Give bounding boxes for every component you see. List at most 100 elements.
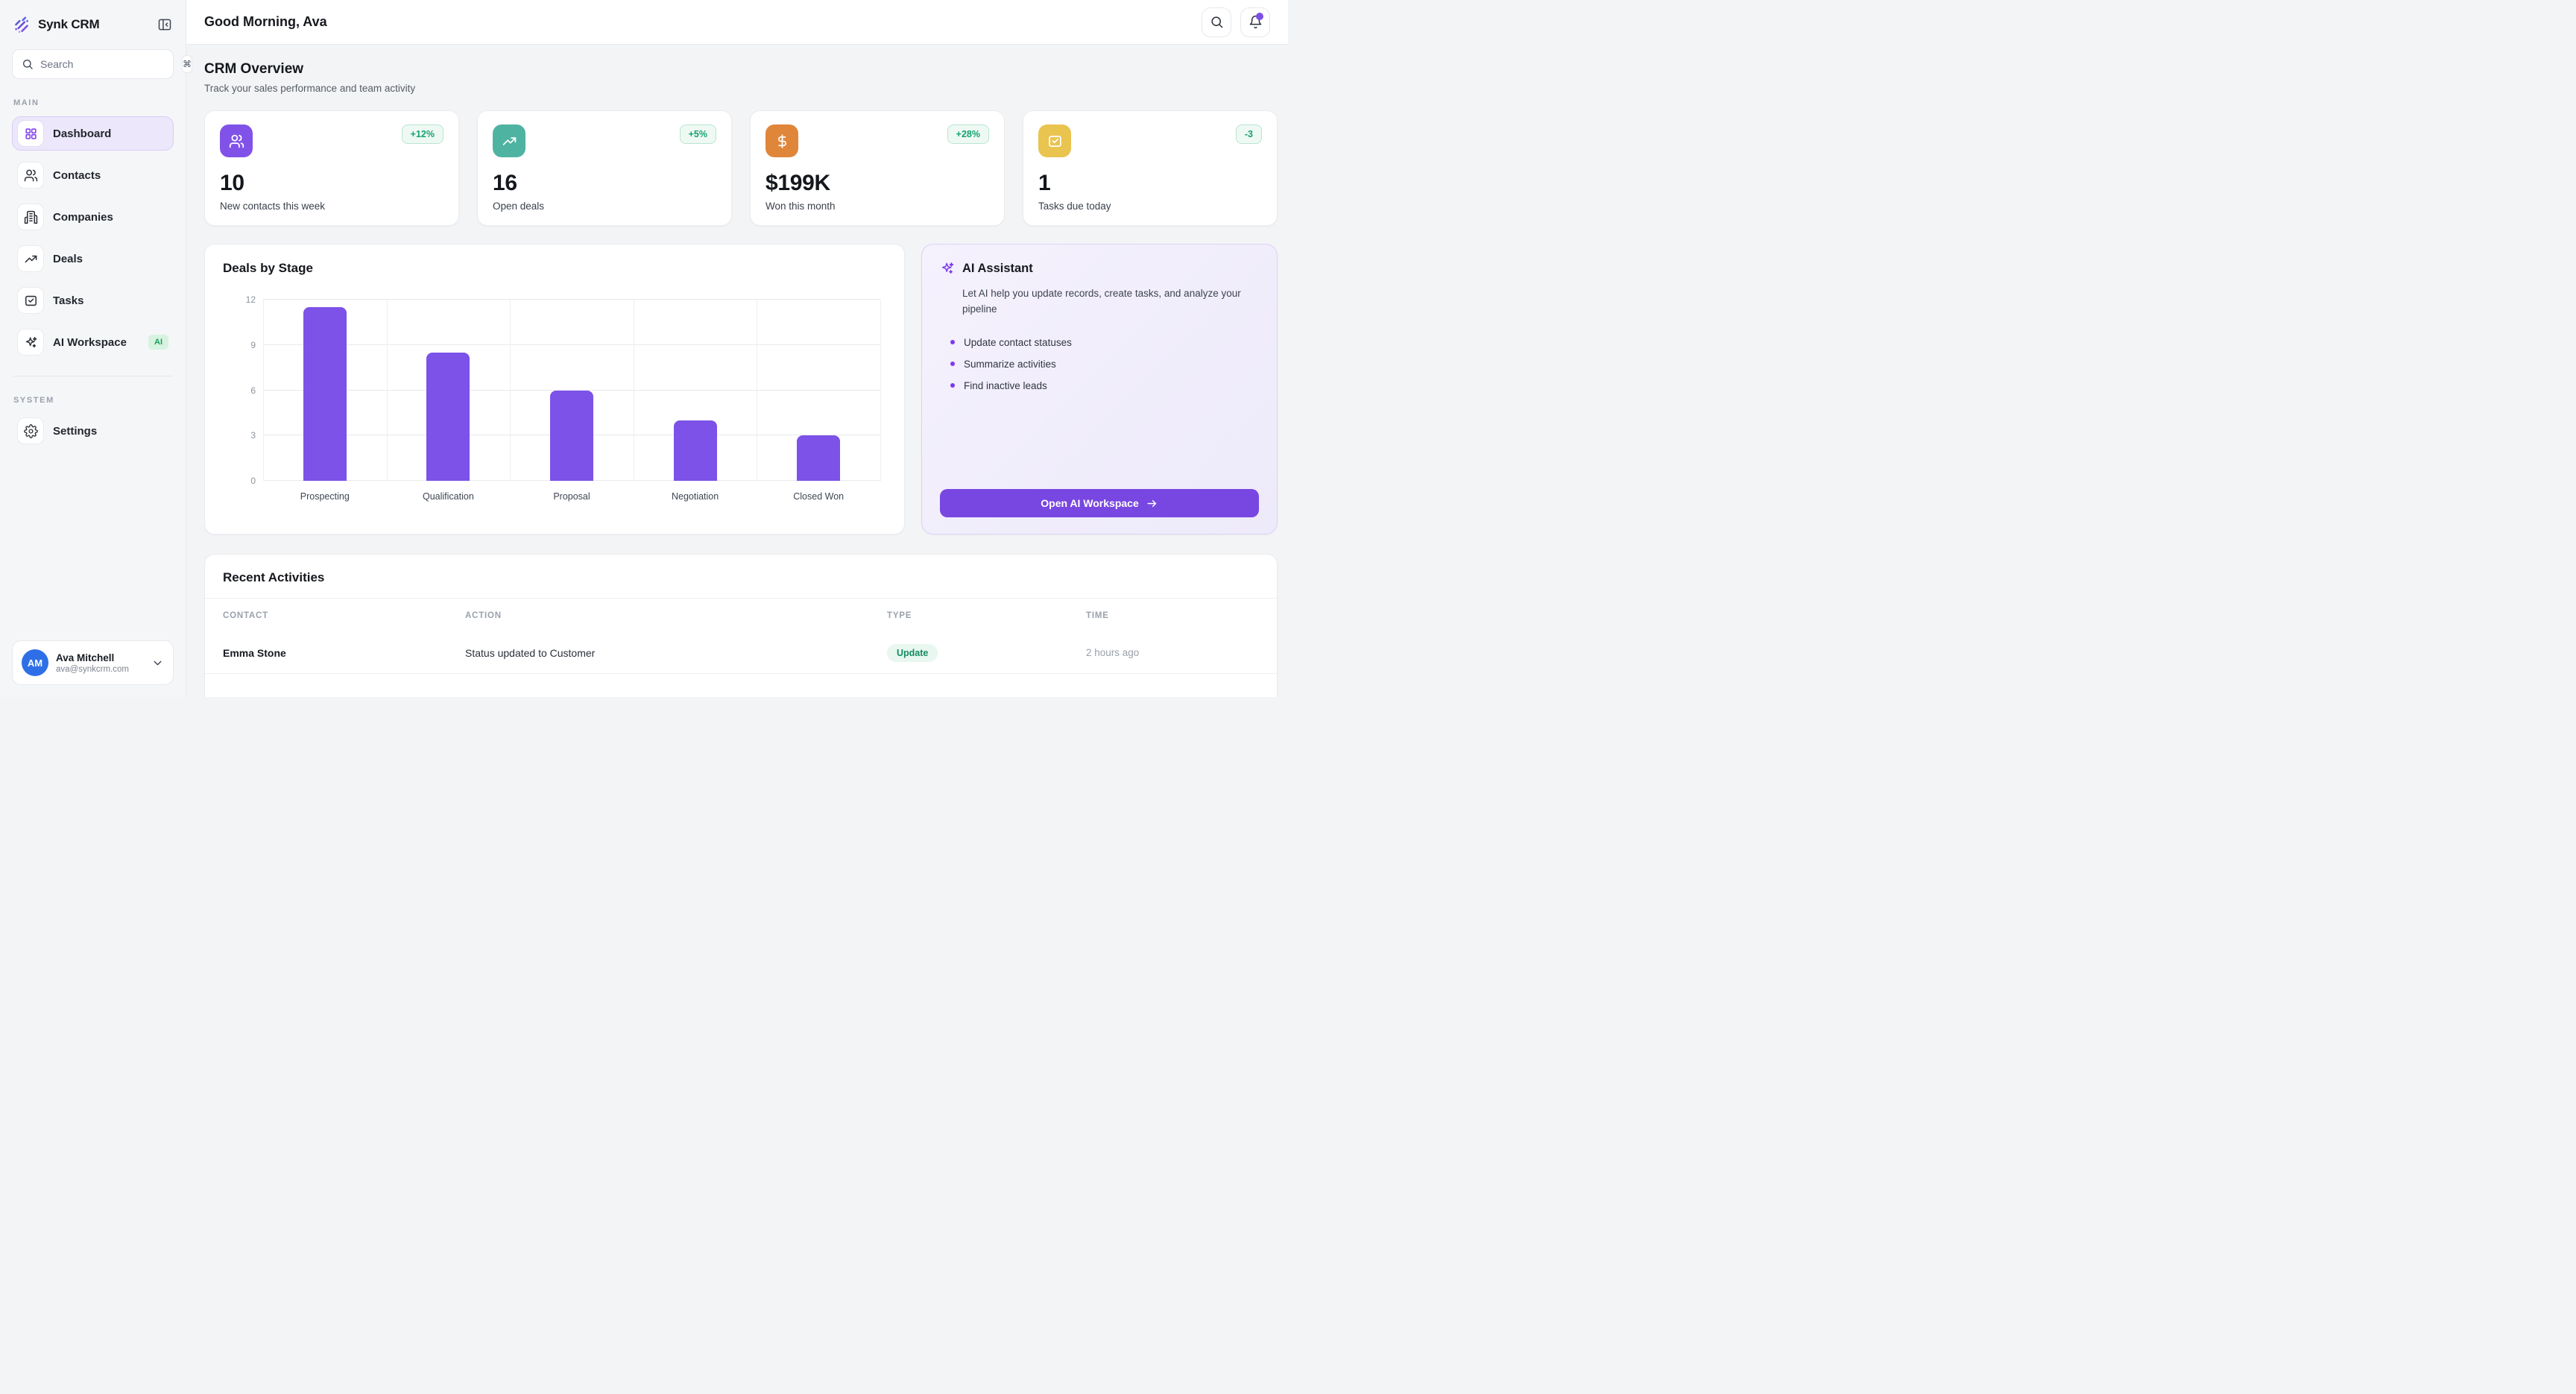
user-name: Ava Mitchell [56, 652, 115, 663]
delta-badge: +28% [947, 124, 989, 144]
recent-activities-card: Recent Activities CONTACT ACTION TYPE TI… [204, 554, 1278, 697]
activity-type-badge: Update [887, 643, 938, 662]
main-area: Good Morning, Ava [186, 0, 1288, 697]
bell-icon [1248, 15, 1263, 29]
stat-label: Open deals [493, 201, 545, 212]
page-title: Good Morning, Ava [204, 14, 327, 29]
stat-value: 10 [220, 171, 244, 195]
sidebar-collapse-button[interactable] [156, 16, 174, 34]
activities-table-header: CONTACT ACTION TYPE TIME [205, 598, 1277, 632]
users-icon [220, 124, 253, 157]
chart-title: Deals by Stage [223, 261, 313, 275]
sidebar-section-main: MAIN [13, 98, 40, 107]
list-item: Find inactive leads [950, 380, 1259, 391]
deals-by-stage-chart: 0 3 6 9 12 Prospecting Qualification Proposal Ne… [223, 283, 886, 517]
stat-label: Tasks due today [1038, 201, 1111, 212]
sidebar-item-label: Contacts [53, 168, 101, 182]
sidebar-search[interactable]: ⌘ [12, 49, 192, 79]
activity-action: Status updated to Customer [465, 646, 596, 659]
check-square-icon [17, 287, 44, 314]
app-frame: Synk CRM ⌘ MAIN [0, 0, 1288, 697]
stat-label: Won this month [765, 201, 836, 212]
stat-value: $199K [765, 171, 830, 195]
arrow-right-icon [1146, 497, 1158, 510]
trending-up-icon [493, 124, 525, 157]
sidebar-item-settings[interactable]: Settings [12, 414, 174, 448]
users-icon [17, 162, 44, 189]
sidebar-item-label: Settings [53, 424, 98, 438]
chart-bar [550, 390, 593, 481]
activities-title: Recent Activities [223, 570, 325, 584]
ai-assistant-description: Let AI help you update records, create t… [962, 288, 1241, 315]
ai-assistant-card: AI Assistant Let AI help you update reco… [921, 244, 1278, 534]
trending-up-icon [17, 245, 44, 272]
chart-x-tick-label: Qualification [422, 491, 474, 502]
header-search-button[interactable] [1202, 7, 1231, 37]
avatar: AM [22, 649, 48, 676]
table-row[interactable]: Emma Stone Status updated to Customer Up… [205, 632, 1277, 674]
sidebar-nav-system: Settings [12, 414, 174, 448]
chart-bar [673, 420, 717, 481]
chart-x-tick-label: Closed Won [793, 491, 845, 502]
stat-value: 1 [1038, 171, 1051, 195]
chart-plot: 0 3 6 9 12 Prospecting Qualification Proposal Ne… [246, 294, 881, 502]
activity-contact: Emma Stone [223, 646, 286, 659]
chart-bar [797, 435, 841, 481]
sparkles-icon [940, 261, 955, 276]
chart-x-tick-label: Prospecting [300, 491, 350, 502]
chart-x-tick-label: Negotiation [671, 491, 719, 502]
delta-badge: -3 [1235, 124, 1262, 144]
column-header: CONTACT [223, 611, 268, 620]
sidebar-item-label: AI Workspace [53, 335, 127, 349]
check-square-icon [1038, 124, 1071, 157]
user-email: ava@synkcrm.com [56, 664, 129, 674]
app-title: Synk CRM [38, 17, 100, 31]
bullet-dot-icon [950, 362, 955, 367]
stat-card-open-deals[interactable]: +5% 16 Open deals [477, 110, 732, 226]
sidebar-item-ai-workspace[interactable]: AI Workspace AI [12, 325, 174, 359]
chevron-down-icon [151, 657, 164, 669]
ai-assistant-title: AI Assistant [962, 261, 1033, 275]
list-item: Update contact statuses [950, 337, 1259, 348]
section-title: CRM Overview [204, 61, 304, 77]
ai-capabilities-list: Update contact statuses Summarize activi… [950, 337, 1259, 391]
activity-time: 2 hours ago [1086, 647, 1140, 658]
notifications-button[interactable] [1240, 7, 1270, 37]
bullet-dot-icon [950, 383, 955, 388]
sidebar-item-contacts[interactable]: Contacts [12, 158, 174, 192]
dashboard-content: CRM Overview Track your sales performanc… [186, 45, 1288, 697]
stat-label: New contacts this week [220, 201, 326, 212]
stat-card-new-contacts[interactable]: +12% 10 New contacts this week [204, 110, 459, 226]
sidebar: Synk CRM ⌘ MAIN [0, 0, 192, 697]
stat-value: 16 [493, 171, 517, 195]
building-icon [17, 204, 44, 230]
bullet-dot-icon [950, 340, 955, 345]
sidebar-item-deals[interactable]: Deals [12, 242, 174, 276]
sidebar-item-label: Dashboard [53, 127, 112, 140]
search-icon [22, 58, 34, 70]
app-logo-icon [12, 15, 31, 34]
sidebar-item-tasks[interactable]: Tasks [12, 283, 174, 318]
chart-x-tick-label: Proposal [553, 491, 590, 502]
deals-by-stage-card: Deals by Stage 0 3 6 9 12 Prospecting Qualific… [204, 244, 905, 534]
sidebar-item-label: Deals [53, 252, 83, 265]
search-input[interactable] [40, 58, 175, 70]
stat-card-won-this-month[interactable]: +28% $199K Won this month [750, 110, 1005, 226]
column-header: ACTION [465, 611, 502, 620]
chart-bar [303, 307, 347, 481]
sidebar-item-label: Tasks [53, 294, 84, 307]
sparkles-icon [17, 329, 44, 356]
sidebar-item-dashboard[interactable]: Dashboard [12, 116, 174, 151]
open-ai-workspace-button[interactable]: Open AI Workspace [940, 489, 1259, 517]
ai-badge: AI [148, 335, 168, 350]
user-menu[interactable]: AM Ava Mitchell ava@synkcrm.com [12, 640, 174, 685]
delta-badge: +12% [401, 124, 443, 144]
stat-card-tasks-due[interactable]: -3 1 Tasks due today [1023, 110, 1278, 226]
sidebar-item-companies[interactable]: Companies [12, 200, 174, 234]
stats-row: +12% 10 New contacts this week +5% [204, 110, 1278, 226]
list-item: Summarize activities [950, 359, 1259, 370]
topbar: Good Morning, Ava [186, 0, 1288, 45]
section-subtitle: Track your sales performance and team ac… [204, 83, 416, 94]
dollar-icon [765, 124, 798, 157]
search-icon [1210, 15, 1224, 29]
